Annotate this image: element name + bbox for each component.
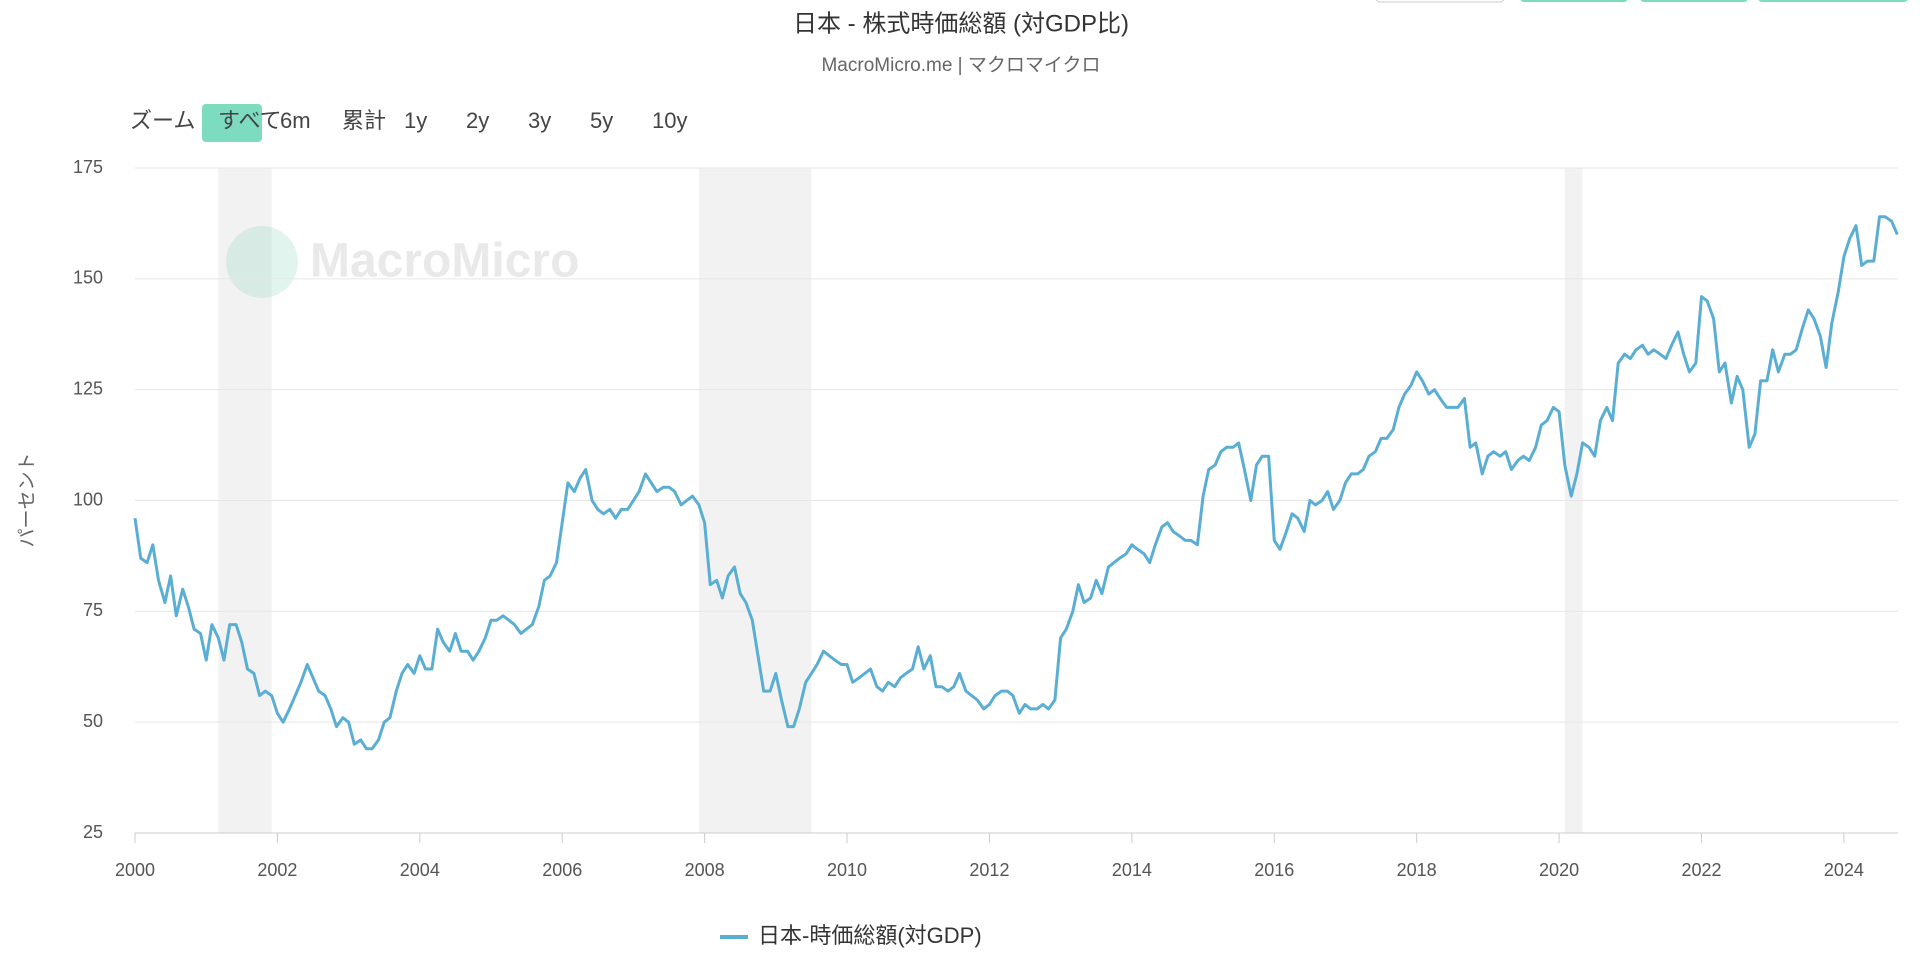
x-tick-label: 2000 (115, 860, 155, 880)
data-line (133, 215, 1899, 751)
y-tick-label: 150 (73, 268, 103, 288)
y-tick-label: 75 (83, 600, 103, 620)
zoom-button[interactable]: 10y (652, 108, 687, 133)
x-tick-label: 2006 (542, 860, 582, 880)
x-tick-label: 2016 (1254, 860, 1294, 880)
zoom-button[interactable]: 2y (466, 108, 489, 133)
x-tick-label: 2008 (685, 860, 725, 880)
x-tick-label: 2020 (1539, 860, 1579, 880)
watermark-text: MacroMicro (310, 235, 579, 288)
zoom-button[interactable]: 6m (280, 108, 311, 133)
x-tick-label: 2012 (969, 860, 1009, 880)
top-button[interactable] (1375, 0, 1505, 3)
x-tick-label: 2014 (1112, 860, 1152, 880)
x-tick-label: 2024 (1824, 860, 1864, 880)
top-button[interactable] (1758, 0, 1908, 2)
zoom-button[interactable]: すべて (218, 108, 282, 133)
top-button[interactable] (1640, 0, 1748, 2)
chart-title: 日本 - 株式時価総額 (対GDP比) (793, 10, 1129, 37)
y-axis-label: パーセント (17, 452, 38, 547)
y-tick-label: 50 (83, 711, 103, 731)
top-button[interactable] (1520, 0, 1628, 2)
y-tick-label: 25 (83, 822, 103, 842)
y-tick-label: 175 (73, 157, 103, 177)
zoom-button[interactable]: 5y (590, 108, 613, 133)
y-tick-label: 100 (73, 489, 103, 509)
zoom-button-bg[interactable] (202, 104, 262, 142)
chart-subtitle: MacroMicro.me | マクロマイクロ (821, 54, 1100, 76)
x-tick-label: 2002 (257, 860, 297, 880)
y-tick-label: 125 (73, 378, 103, 398)
x-tick-label: 2022 (1681, 860, 1721, 880)
watermark-logo (226, 226, 298, 298)
watermark: MacroMicro (226, 226, 579, 298)
zoom-label: ズーム (130, 108, 195, 133)
x-tick-label: 2004 (400, 860, 440, 880)
zoom-button[interactable]: 累計 (342, 108, 386, 133)
zoom-button[interactable]: 1y (404, 108, 427, 133)
x-tick-label: 2010 (827, 860, 867, 880)
x-tick-label: 2018 (1397, 860, 1437, 880)
legend-label[interactable]: 日本-時価総額(対GDP) (758, 923, 982, 948)
zoom-button[interactable]: 3y (528, 108, 551, 133)
